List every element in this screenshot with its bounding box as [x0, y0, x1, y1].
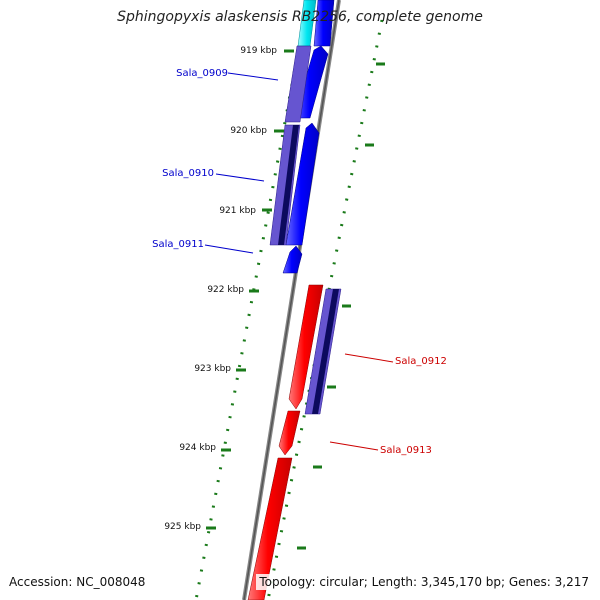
gene-label-sala-0910[interactable]: Sala_0910: [162, 168, 214, 179]
scale-tick-label: 919 kbp: [240, 46, 277, 56]
scale-tick-919: 919 kbp: [240, 46, 294, 56]
cog-bar-sala-0909[interactable]: [284, 45, 312, 123]
scale-tick-920: 920 kbp: [230, 126, 284, 136]
topology-summary: Topology: circular; Length: 3,345,170 bp…: [256, 574, 592, 590]
scale-tick-label: 924 kbp: [179, 443, 216, 453]
gene-feature-sala-0911[interactable]: [282, 245, 303, 274]
gene-label-sala-0911[interactable]: Sala_0911: [152, 239, 204, 250]
scale-tick-924: 924 kbp: [179, 443, 231, 453]
map-title: Sphingopyxis alaskensis RB2256, complete…: [117, 9, 483, 25]
scale-tick-922: 922 kbp: [207, 285, 259, 295]
gene-labels: Sala_0909 Sala_0910 Sala_0911 Sala_0912 …: [152, 68, 447, 456]
gc-skew-ticks: [297, 62, 385, 550]
gene-label-sala-0912[interactable]: Sala_0912: [395, 356, 447, 367]
cog-bar-sala-0910-dark[interactable]: [278, 125, 299, 245]
scale-tick-925: 925 kbp: [164, 522, 216, 532]
scale-tick-label: 920 kbp: [230, 126, 267, 136]
scale-tick-921: 921 kbp: [219, 206, 272, 216]
scale-tick-label: 922 kbp: [207, 285, 244, 295]
accession-text: Accession: NC_008048: [6, 574, 149, 590]
gene-feature-downstream[interactable]: [247, 457, 293, 600]
scale-tick-label: 925 kbp: [164, 522, 201, 532]
gene-feature-sala-0909-cds[interactable]: [313, 0, 335, 47]
gene-label-sala-0913[interactable]: Sala_0913: [380, 445, 432, 456]
gene-label-sala-0909[interactable]: Sala_0909: [176, 68, 228, 79]
scale-tick-923: 923 kbp: [194, 364, 246, 374]
gene-track-forward: [282, 0, 335, 274]
gene-feature-sala-0912[interactable]: [288, 284, 324, 410]
scale-ticks: 919 kbp 920 kbp 921 kbp 922 kbp 923 kbp …: [164, 46, 294, 532]
scale-tick-label: 921 kbp: [219, 206, 256, 216]
gene-feature-sala-0910[interactable]: [285, 122, 320, 246]
cog-track: [269, 45, 342, 415]
cog-bar-sala-0912-dark[interactable]: [312, 289, 339, 414]
scale-tick-label: 923 kbp: [194, 364, 231, 374]
gene-feature-sala-0913[interactable]: [278, 410, 301, 456]
gene-track-reverse: [247, 284, 324, 600]
